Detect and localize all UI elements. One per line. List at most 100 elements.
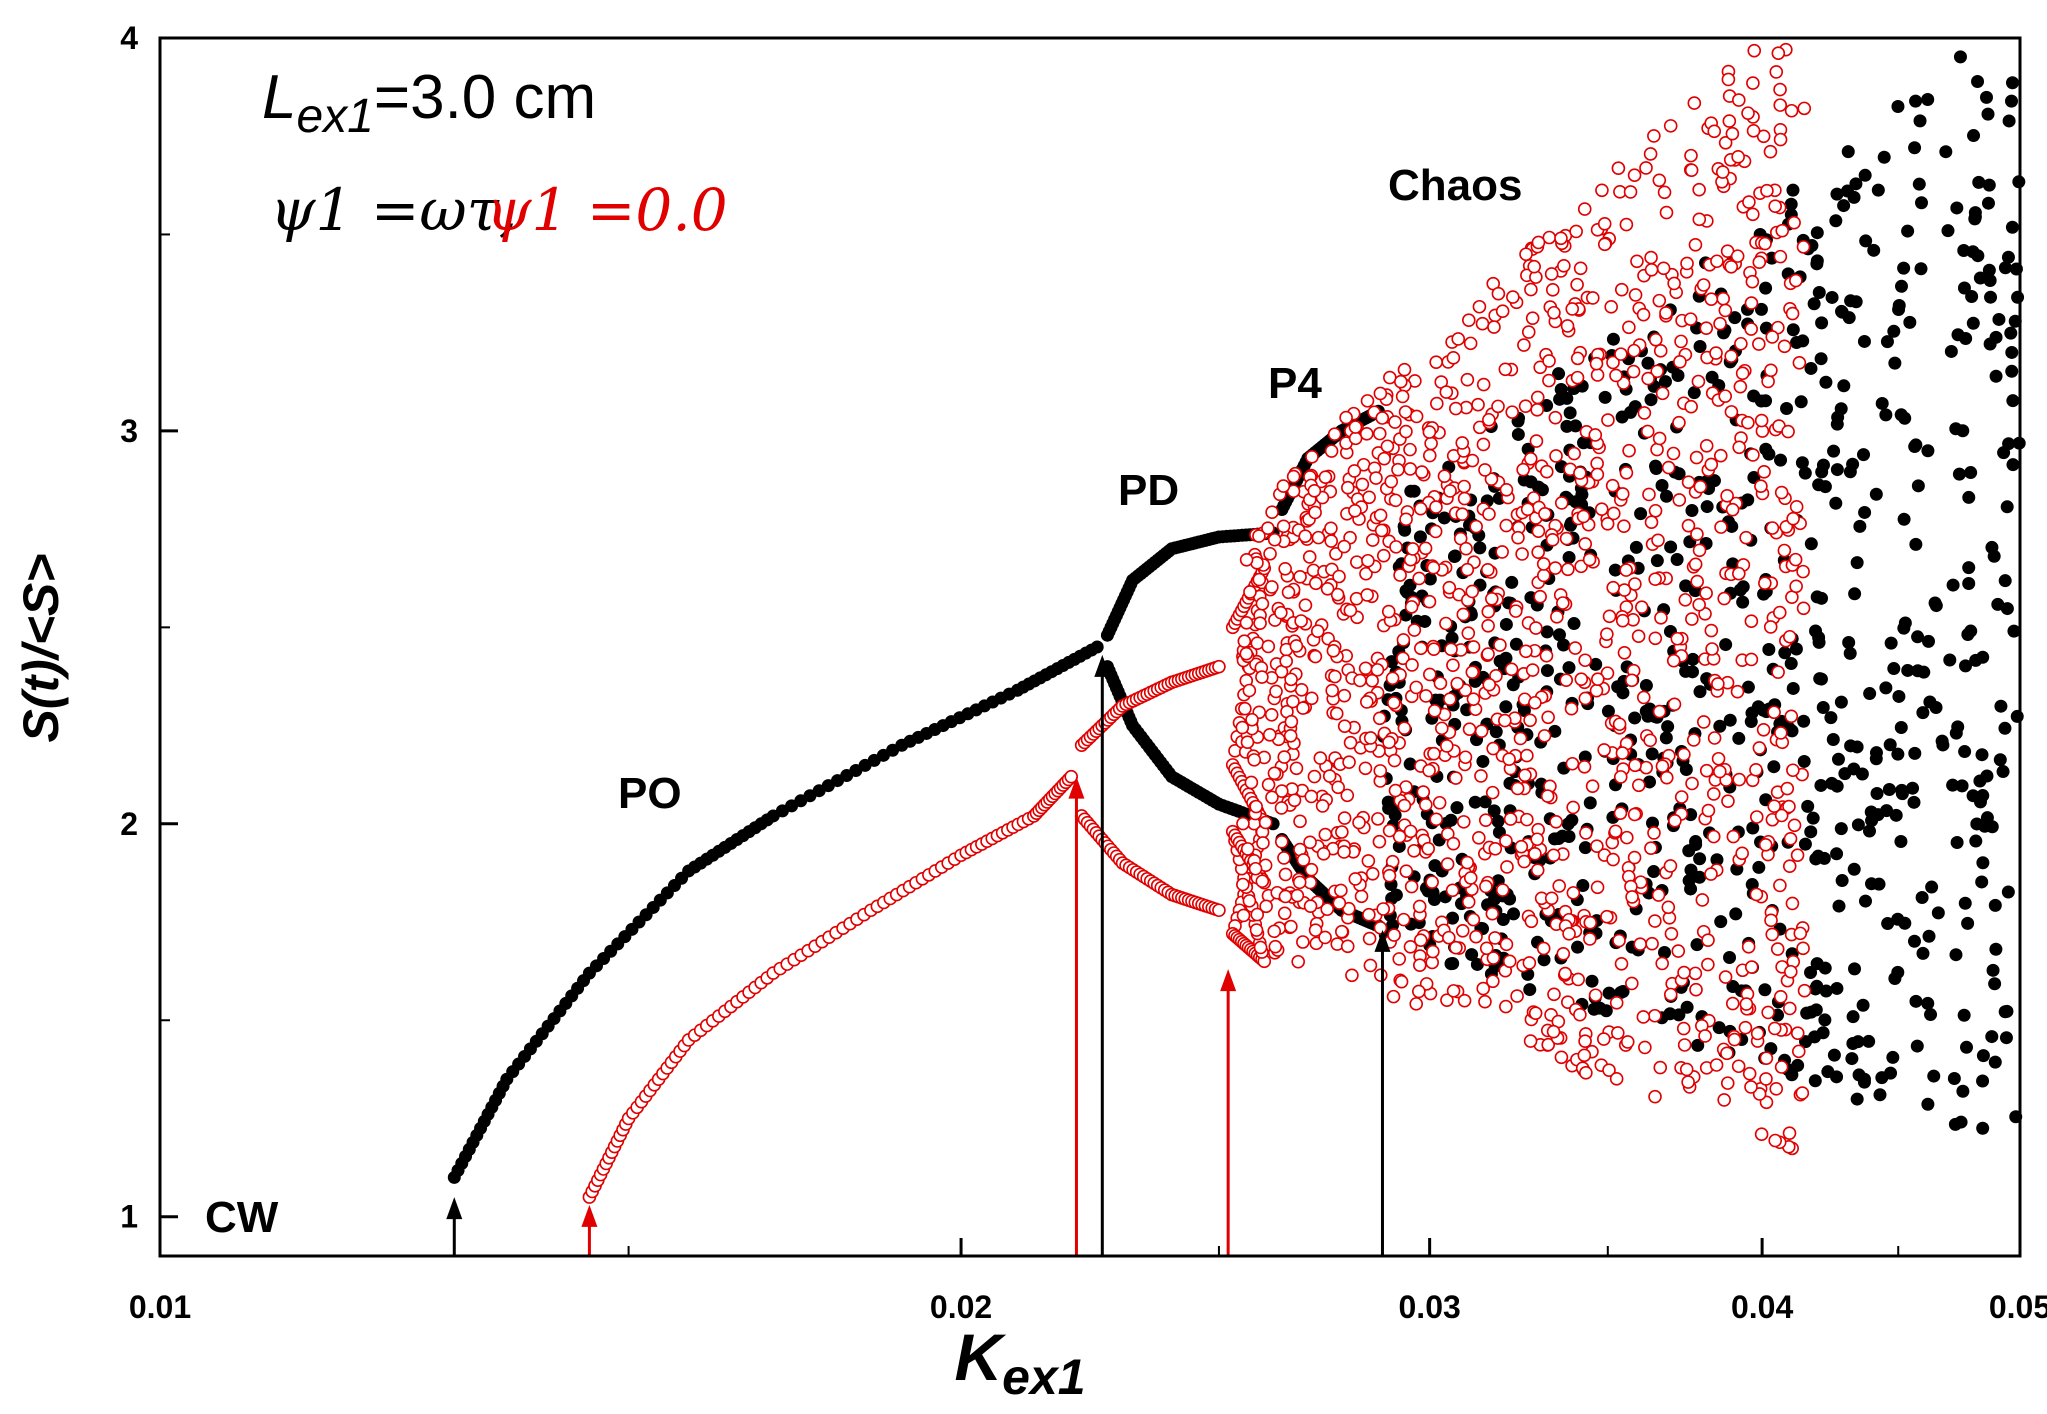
series2-point [1347, 464, 1362, 478]
series1-point [1819, 375, 1833, 389]
series1-point [1969, 834, 1983, 848]
series2-point [1381, 604, 1396, 619]
series1-point [1901, 663, 1915, 677]
series1-point [1856, 998, 1870, 1012]
series2-point [1331, 780, 1345, 795]
series2-point [1239, 646, 1254, 661]
series1-point [1812, 635, 1826, 649]
series1-point [1837, 199, 1851, 213]
series2-point [1528, 847, 1542, 861]
x-tick-label: 0.05 [1989, 1289, 2047, 1325]
series2-point [1519, 247, 1533, 262]
series2-point [1561, 562, 1575, 577]
series2-point [1418, 798, 1433, 812]
series1-point [1403, 578, 1417, 592]
series2-point [1466, 912, 1481, 927]
series2-point [1622, 443, 1636, 458]
series2-point [1789, 273, 1803, 288]
annotation-pd: PD [1118, 466, 1179, 515]
series2-point [1506, 290, 1520, 304]
series1-point [1589, 657, 1603, 671]
series1-point [1628, 711, 1642, 725]
series2-point [1540, 789, 1555, 803]
series2-point [1780, 781, 1795, 796]
series2-point [1423, 667, 1437, 682]
series1-point [2005, 76, 2019, 90]
series2-point [1363, 731, 1378, 745]
series1-point [1847, 190, 1861, 204]
series2-point [1326, 644, 1341, 658]
series2-point [1212, 903, 1226, 918]
series2-point [1469, 929, 1483, 944]
series2-point [1733, 379, 1748, 394]
series1-point [1883, 738, 1897, 752]
series2-point [1734, 336, 1748, 351]
series2-point [1557, 259, 1571, 273]
series2-point [1265, 790, 1279, 805]
series1-point [1826, 732, 1840, 746]
series1-point [1684, 863, 1698, 877]
series1-point [2006, 394, 2020, 408]
series2-point [1600, 909, 1614, 924]
series2-point [1376, 548, 1391, 563]
series1-point [1643, 775, 1657, 789]
series1-point [1895, 787, 1909, 801]
series2-point [1486, 951, 1501, 965]
series1-point [1804, 537, 1818, 551]
series1-point [1606, 332, 1620, 346]
series1-point [1858, 894, 1872, 908]
series2-point [1546, 1024, 1561, 1039]
series2-point [1250, 907, 1265, 922]
series1-point [1537, 953, 1551, 967]
series2-point [1718, 303, 1733, 318]
series2-point [1424, 436, 1438, 451]
series2-point [1652, 704, 1667, 719]
series2-point [1527, 259, 1541, 274]
series2-point [1293, 814, 1307, 829]
series2-point [1522, 956, 1537, 970]
series1-point [1389, 888, 1403, 902]
series2-point [1236, 908, 1251, 923]
annotation-po: PO [618, 769, 682, 818]
series1-point [1499, 617, 1513, 631]
series2-point [1757, 465, 1771, 479]
series2-point [1696, 278, 1711, 292]
series2-point [1370, 663, 1385, 677]
series2-point [1617, 646, 1632, 660]
series1-point [1804, 361, 1818, 375]
series2-point [1303, 899, 1318, 913]
series2-point [1725, 502, 1740, 517]
series2-point [1591, 672, 1605, 686]
series2-point [1449, 771, 1463, 785]
series2-point [1304, 691, 1319, 706]
series2-point [1294, 614, 1308, 628]
series2-point [1744, 614, 1759, 629]
series1-point [2001, 250, 2015, 264]
series2-point [1705, 642, 1719, 656]
series1-point [1994, 699, 2008, 713]
series2-point [1550, 610, 1564, 624]
series2-point [1278, 889, 1293, 904]
series2-point [1403, 552, 1418, 567]
legend-entry-2: ψ1 =0.0 [486, 176, 728, 244]
series2-point [1684, 399, 1698, 414]
series2-point [1324, 521, 1338, 536]
series2-point [1612, 717, 1627, 732]
series2-point [1371, 812, 1385, 826]
series2-point [1510, 781, 1525, 796]
series2-point [1374, 523, 1389, 538]
series1-point [1511, 427, 1525, 441]
series2-point [1626, 364, 1641, 379]
series2-point [1608, 824, 1623, 839]
series1-point [1884, 636, 1898, 650]
series1-point [1810, 957, 1824, 971]
series1-point [1723, 713, 1737, 727]
series2-point [1292, 875, 1307, 890]
series2-point [1419, 689, 1433, 703]
series2-point [1415, 465, 1429, 479]
series2-point [1614, 282, 1629, 297]
series2-point [1498, 713, 1512, 728]
series2-point [1463, 871, 1478, 885]
series1-point [1569, 419, 1583, 433]
series2-point [1396, 912, 1411, 927]
